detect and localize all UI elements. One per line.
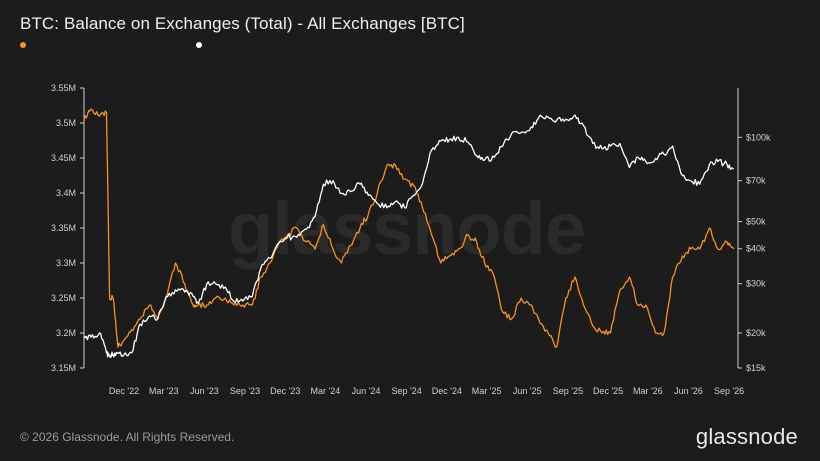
x-tick-label: Mar '26 xyxy=(633,386,663,396)
left-tick-label: 3.4M xyxy=(56,188,76,198)
left-tick-label: 3.3M xyxy=(56,258,76,268)
left-tick-label: 3.5M xyxy=(56,118,76,128)
left-tick-label: 3.15M xyxy=(51,363,76,373)
x-tick-label: Dec '25 xyxy=(593,386,623,396)
right-tick-label: $100k xyxy=(746,132,771,142)
series-line-orange[interactable] xyxy=(83,108,735,348)
chart-title: BTC: Balance on Exchanges (Total) - All … xyxy=(20,14,465,33)
legend-dot-white-series[interactable] xyxy=(196,42,202,48)
right-tick-label: $50k xyxy=(746,217,766,227)
right-axis: $15k $20k $30k $40k $50k $70k $100k xyxy=(737,88,771,373)
x-tick-label: Sep '26 xyxy=(714,386,744,396)
x-tick-label: Sep '24 xyxy=(392,386,422,396)
legend-dot-orange-series[interactable] xyxy=(20,42,26,48)
left-tick-label: 3.2M xyxy=(56,328,76,338)
x-tick-label: Sep '23 xyxy=(230,386,260,396)
right-tick-label: $30k xyxy=(746,279,766,289)
x-tick-label: Dec '24 xyxy=(432,386,462,396)
x-tick-label: Jun '23 xyxy=(190,386,219,396)
x-axis: Dec '22 Mar '23 Jun '23 Sep '23 Dec '23 Mar '… xyxy=(109,386,744,396)
x-tick-label: Dec '23 xyxy=(270,386,300,396)
x-tick-label: Jun '24 xyxy=(352,386,381,396)
left-tick-label: 3.45M xyxy=(51,153,76,163)
x-tick-label: Jun '25 xyxy=(513,386,542,396)
copyright-text: © 2026 Glassnode. All Rights Reserved. xyxy=(20,430,235,444)
right-tick-label: $15k xyxy=(746,363,766,373)
series-line-white[interactable] xyxy=(83,114,735,359)
right-tick-label: $70k xyxy=(746,176,766,186)
x-tick-label: Sep '25 xyxy=(553,386,583,396)
right-tick-label: $40k xyxy=(746,244,766,254)
x-tick-label: Dec '22 xyxy=(109,386,139,396)
x-tick-label: Mar '23 xyxy=(149,386,179,396)
left-tick-label: 3.25M xyxy=(51,293,76,303)
x-tick-label: Mar '24 xyxy=(311,386,341,396)
legend xyxy=(20,42,240,50)
watermark-text: glassnode xyxy=(228,187,586,270)
left-tick-label: 3.55M xyxy=(51,83,76,93)
x-tick-label: Jun '26 xyxy=(674,386,703,396)
x-tick-label: Mar '25 xyxy=(472,386,502,396)
left-axis: 3.15M 3.2M 3.25M 3.3M 3.35M 3.4M 3.45M 3.5M 3.55… xyxy=(51,83,85,373)
left-tick-label: 3.35M xyxy=(51,223,76,233)
right-tick-label: $20k xyxy=(746,328,766,338)
series-lines xyxy=(83,108,735,359)
glassnode-logo: glassnode xyxy=(695,424,798,449)
